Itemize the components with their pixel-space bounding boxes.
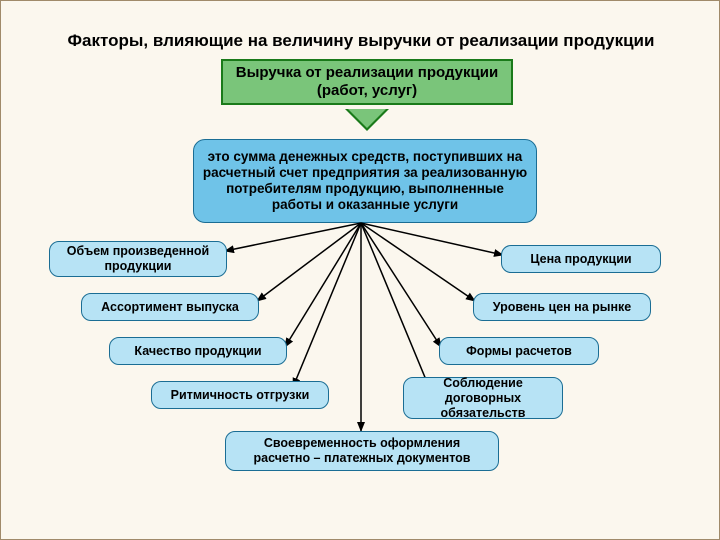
arrow-line [293,223,361,387]
arrow-line [225,223,361,251]
arrow-line [361,223,429,387]
factor-box: Объем произведенной продукции [49,241,227,277]
diagram-canvas: Факторы, влияющие на величину выручки от… [0,0,720,540]
factor-box: Соблюдение договорных обязательств [403,377,563,419]
page-title: Факторы, влияющие на величину выручки от… [1,31,720,51]
factor-box: Своевременность оформления расчетно – пл… [225,431,499,471]
arrow-line [361,223,441,347]
factor-box: Уровень цен на рынке [473,293,651,321]
factor-label: Своевременность оформления расчетно – пл… [234,436,490,466]
arrow-line [361,223,475,301]
definition-box: это сумма денежных средств, поступивших … [193,139,537,223]
factor-box: Ассортимент выпуска [81,293,259,321]
arrow-line [285,223,361,347]
factor-label: Уровень цен на рынке [493,300,631,315]
factor-box: Цена продукции [501,245,661,273]
header-box: Выручка от реализации продукции (работ, … [221,59,513,105]
factor-label: Соблюдение договорных обязательств [412,376,554,421]
factor-label: Формы расчетов [466,344,572,359]
definition-text: это сумма денежных средств, поступивших … [202,149,528,214]
factor-label: Ритмичность отгрузки [171,388,310,403]
factor-box: Качество продукции [109,337,287,365]
factor-box: Ритмичность отгрузки [151,381,329,409]
factor-label: Ассортимент выпуска [101,300,239,315]
header-text: Выручка от реализации продукции (работ, … [231,64,503,100]
factor-label: Цена продукции [530,252,631,267]
factor-box: Формы расчетов [439,337,599,365]
arrow-line [361,223,503,255]
factor-label: Объем произведенной продукции [58,244,218,274]
down-arrow-icon-fill [348,109,386,128]
factor-label: Качество продукции [134,344,261,359]
arrow-line [257,223,361,301]
